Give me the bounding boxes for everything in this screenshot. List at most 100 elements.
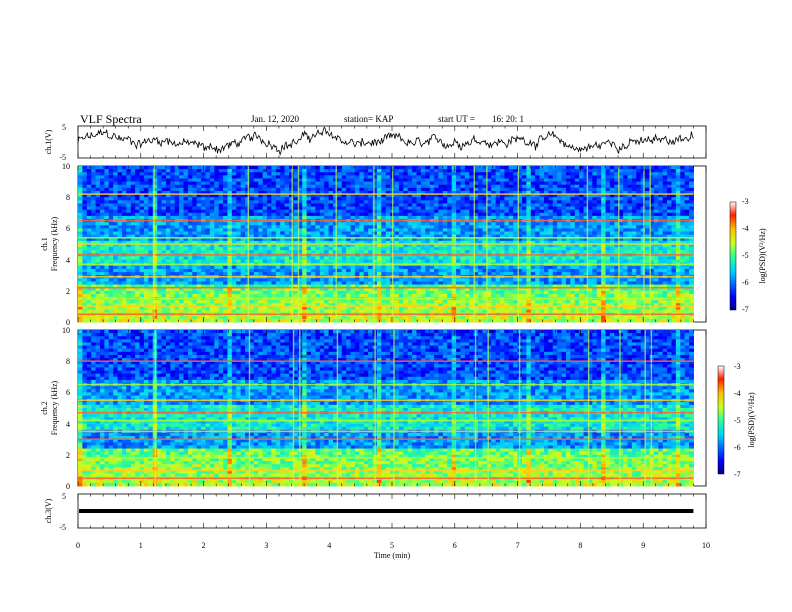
spectrogram-cell <box>152 225 158 229</box>
spectrogram-cell <box>170 212 176 217</box>
spectrogram-cell <box>95 240 101 245</box>
spectrogram-cell <box>403 237 409 242</box>
spectrogram-cell <box>425 172 431 176</box>
spectrogram-cell <box>513 175 519 179</box>
spectrogram-cell <box>376 175 382 179</box>
spectrogram-cell <box>574 259 580 264</box>
spectrogram-cell <box>574 256 580 261</box>
spectrogram-cell <box>442 175 448 179</box>
spectrogram-cell <box>227 206 233 211</box>
spectrogram-cell <box>464 234 470 239</box>
spectrogram-cell <box>680 194 686 198</box>
spectrogram-cell <box>680 244 686 248</box>
spectrogram-cell <box>359 166 365 170</box>
spectrogram-cell <box>473 209 479 214</box>
spectrogram-cell <box>319 212 325 217</box>
spectrogram-cell <box>425 206 431 211</box>
spectrogram-cell <box>267 206 272 211</box>
spectrogram-cell <box>491 234 497 239</box>
spectrogram-cell <box>680 256 686 261</box>
spectrogram-cell <box>601 194 607 198</box>
spectrogram-cell <box>267 268 272 273</box>
spectrogram-cell <box>328 244 334 248</box>
spectrogram-cell <box>341 272 347 276</box>
spectrogram-cell <box>297 234 303 239</box>
spectrogram-cell <box>508 244 514 248</box>
spectrogram-cell <box>478 247 483 251</box>
spectrogram-cell <box>385 244 391 248</box>
spectrogram-cell <box>341 209 347 214</box>
spectrogram-cell <box>609 259 615 264</box>
spectrogram-cell <box>526 190 532 195</box>
spectrogram-cell <box>258 240 264 245</box>
spectrogram-cell <box>258 181 264 186</box>
spectrogram-cell <box>161 206 167 211</box>
spectrogram-cell <box>319 166 325 170</box>
spectrogram-cell <box>245 175 250 179</box>
spectrogram-cell <box>165 181 171 186</box>
spectrogram-cell <box>113 197 119 201</box>
spectrogram-cell <box>354 172 360 176</box>
spectrogram-cell <box>165 172 171 176</box>
spectrogram-cell <box>113 178 119 183</box>
spectrogram-cell <box>354 228 360 233</box>
spectrogram-cell <box>253 247 259 251</box>
spectrogram-cell <box>165 212 171 217</box>
spectrogram-cell <box>614 166 620 170</box>
spectrogram-cell <box>627 203 633 208</box>
spectrogram-cell <box>337 250 343 254</box>
spectrogram-cell <box>271 190 277 195</box>
spectrogram-cell <box>170 240 176 245</box>
spectrogram-cell <box>517 175 523 179</box>
spectrogram-cell <box>328 181 334 186</box>
spectrogram-cell <box>99 209 105 214</box>
spectrogram-cell <box>368 222 374 226</box>
spectrogram-cell <box>680 222 686 226</box>
spectrogram-cell <box>126 187 132 192</box>
spectrogram-cell <box>680 190 686 195</box>
spectrogram-cell <box>196 172 202 176</box>
spectrogram-cell <box>363 203 369 208</box>
spectrogram-cell <box>438 197 444 201</box>
spectrogram-cell <box>640 228 646 233</box>
spectrogram-cell <box>416 222 422 226</box>
spectrogram-cell <box>429 256 435 261</box>
spectrogram-cell <box>350 169 356 173</box>
spectrogram-cell <box>267 265 272 270</box>
spectrogram-cell <box>315 175 321 179</box>
spectrogram-cell <box>99 166 105 170</box>
spectrogram-cell <box>671 206 677 211</box>
spectrogram-cell <box>662 184 668 189</box>
spectrogram-cell <box>508 247 514 251</box>
spectrogram-cell <box>495 178 501 183</box>
spectrogram-cell <box>306 259 312 264</box>
spectrogram-cell <box>658 231 664 236</box>
spectrogram-cell <box>552 265 558 270</box>
spectrogram-cell <box>394 228 400 233</box>
spectrogram-cell <box>113 225 119 229</box>
spectrogram-cell <box>557 215 563 220</box>
spectrogram-cell <box>513 265 519 270</box>
spectrogram-cell <box>324 175 330 179</box>
spectrogram-cell <box>165 166 171 170</box>
spectrogram-cell <box>500 206 505 211</box>
spectrogram-cell <box>526 268 532 273</box>
spectrogram-cell <box>350 178 356 183</box>
spectrogram-cell <box>658 166 664 170</box>
spectrogram-cell <box>143 181 149 186</box>
spectrogram-cell <box>447 209 453 214</box>
spectrogram-cell <box>192 237 198 242</box>
spectrogram-cell <box>491 215 497 220</box>
spectrogram-cell <box>231 222 237 226</box>
spectrogram-cell <box>113 231 119 236</box>
spectrogram-cell <box>565 231 571 236</box>
spectrogram-cell <box>526 272 532 276</box>
spectrogram-cell <box>482 240 488 245</box>
spectrogram-cell <box>249 247 255 251</box>
spectrogram-cell <box>310 265 316 270</box>
spectrogram-cell <box>548 206 554 211</box>
spectrogram-cell <box>214 178 220 183</box>
spectrogram-cell <box>614 234 620 239</box>
spectrogram-cell <box>526 194 532 198</box>
spectrogram-cell <box>517 181 523 186</box>
